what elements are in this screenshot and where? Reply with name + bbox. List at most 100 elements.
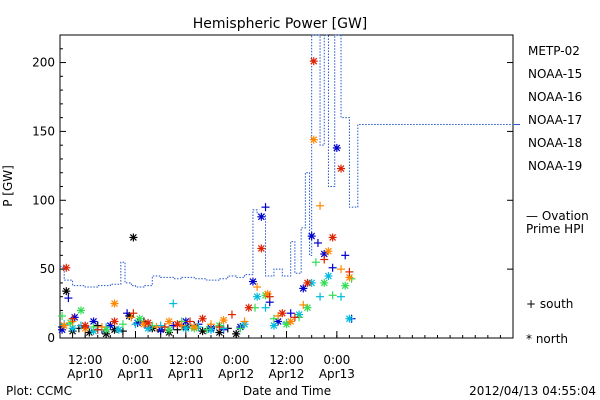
marker-stroke bbox=[182, 324, 190, 332]
marker-stroke bbox=[329, 234, 337, 241]
y-axis-label: P [GW] bbox=[1, 165, 15, 207]
marker-stroke bbox=[115, 326, 123, 334]
marker-stroke bbox=[278, 309, 286, 317]
marker-stroke bbox=[287, 318, 295, 325]
marker-stroke bbox=[245, 304, 253, 312]
south-point bbox=[97, 322, 106, 331]
south-point bbox=[316, 292, 325, 301]
north-point bbox=[253, 292, 262, 301]
north-point bbox=[144, 318, 153, 327]
plot-frame bbox=[59, 34, 514, 339]
marker-stroke bbox=[140, 320, 148, 328]
legend: METP-02 NOAA-15 NOAA-16 NOAA-17 NOAA-18 NOAA-… bbox=[528, 44, 582, 173]
south-point bbox=[236, 324, 245, 333]
marker-stroke bbox=[111, 318, 118, 325]
north-point bbox=[60, 321, 69, 330]
marker-stroke bbox=[249, 278, 257, 285]
north-point bbox=[81, 321, 90, 330]
north-point bbox=[303, 303, 312, 312]
legend-entry-noaa-17: NOAA-17 bbox=[528, 113, 582, 127]
north-point bbox=[328, 233, 337, 242]
y-tick-label: 0 bbox=[47, 331, 55, 345]
south-point bbox=[274, 311, 283, 320]
marker-stroke bbox=[253, 293, 261, 301]
north-point bbox=[257, 212, 266, 221]
chart-title: Hemispheric Power [GW] bbox=[193, 16, 368, 32]
south-point bbox=[169, 299, 178, 308]
south-point bbox=[286, 309, 295, 318]
marker-stroke bbox=[190, 323, 198, 331]
south-point bbox=[320, 255, 329, 264]
north-point bbox=[70, 313, 79, 322]
north-point bbox=[129, 233, 138, 242]
south-point bbox=[269, 314, 278, 323]
marker-stroke bbox=[144, 319, 152, 327]
y-axis: 0 50 100 150 200 bbox=[32, 48, 513, 345]
marker-stroke bbox=[220, 316, 228, 324]
y-tick-label: 200 bbox=[32, 56, 55, 70]
north-point bbox=[257, 244, 266, 253]
marker-stroke bbox=[341, 282, 349, 290]
ovation-legend: — Ovation Prime HPI bbox=[514, 124, 589, 236]
marker-stroke bbox=[129, 234, 137, 241]
north-point bbox=[114, 325, 123, 334]
north-point bbox=[181, 324, 190, 333]
north-point bbox=[173, 320, 182, 329]
marker-stroke bbox=[85, 329, 93, 336]
marker-stroke bbox=[62, 287, 70, 295]
north-point bbox=[345, 314, 354, 323]
marker-stroke bbox=[90, 318, 97, 325]
marker-stroke bbox=[199, 315, 207, 323]
south-point bbox=[290, 313, 299, 322]
y-tick-label: 50 bbox=[40, 262, 55, 276]
x-tick-time: 0:00 bbox=[122, 353, 149, 367]
south-point bbox=[313, 238, 322, 247]
marker-stroke bbox=[304, 279, 311, 287]
marker-stroke bbox=[257, 245, 265, 252]
south-point bbox=[156, 321, 165, 330]
marker-stroke bbox=[69, 324, 77, 332]
north-point bbox=[110, 299, 119, 308]
south-point bbox=[58, 311, 67, 320]
north-point bbox=[89, 317, 98, 326]
marker-stroke bbox=[77, 307, 85, 314]
south-point bbox=[328, 263, 337, 272]
x-tick-time: 0:00 bbox=[323, 353, 350, 367]
marker-legend: + south * north bbox=[526, 297, 573, 346]
north-point bbox=[135, 314, 144, 323]
marker-stroke bbox=[199, 327, 207, 335]
marker-stroke bbox=[320, 250, 328, 258]
ovation-hpi-layer bbox=[60, 34, 513, 288]
ovation-hpi-line bbox=[60, 34, 513, 288]
north-point bbox=[320, 278, 329, 287]
marker-stroke bbox=[144, 324, 152, 332]
south-point bbox=[118, 320, 127, 329]
marker-stroke bbox=[310, 57, 318, 65]
x-tick-time: 0:00 bbox=[223, 353, 250, 367]
marker-stroke bbox=[207, 326, 215, 334]
south-point bbox=[299, 300, 308, 309]
marker-stroke bbox=[111, 300, 118, 307]
marker-stroke bbox=[81, 322, 89, 330]
north-point bbox=[282, 320, 291, 329]
north-point bbox=[62, 263, 71, 272]
south-point bbox=[68, 314, 77, 323]
north-point bbox=[66, 318, 75, 327]
x-tick-date: Apr13 bbox=[319, 367, 355, 381]
north-point bbox=[341, 281, 350, 290]
legend-entry-noaa-18: NOAA-18 bbox=[528, 136, 582, 150]
south-point bbox=[93, 325, 102, 334]
x-tick-time: 12:00 bbox=[269, 353, 304, 367]
marker-stroke bbox=[232, 330, 240, 338]
south-point bbox=[129, 309, 138, 318]
marker-stroke bbox=[270, 322, 278, 330]
south-point bbox=[227, 310, 236, 319]
series-noaa-15 bbox=[58, 143, 356, 334]
north-point bbox=[332, 143, 341, 152]
marker-stroke bbox=[325, 247, 332, 255]
marker-stroke bbox=[157, 326, 165, 334]
legend-entry-noaa-19: NOAA-19 bbox=[528, 159, 582, 173]
marker-legend-south: + south bbox=[526, 297, 573, 311]
north-point bbox=[307, 232, 316, 241]
